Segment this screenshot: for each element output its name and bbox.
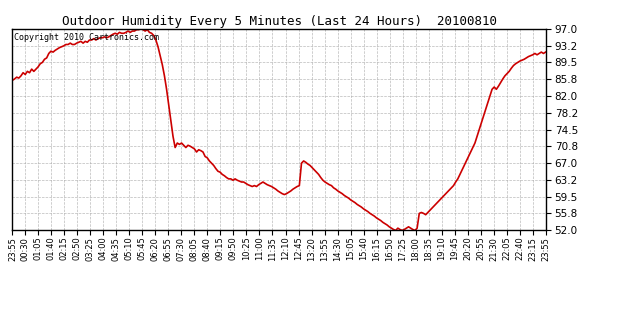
Text: Copyright 2010 Cartronics.com: Copyright 2010 Cartronics.com: [14, 33, 159, 42]
Title: Outdoor Humidity Every 5 Minutes (Last 24 Hours)  20100810: Outdoor Humidity Every 5 Minutes (Last 2…: [61, 15, 497, 28]
